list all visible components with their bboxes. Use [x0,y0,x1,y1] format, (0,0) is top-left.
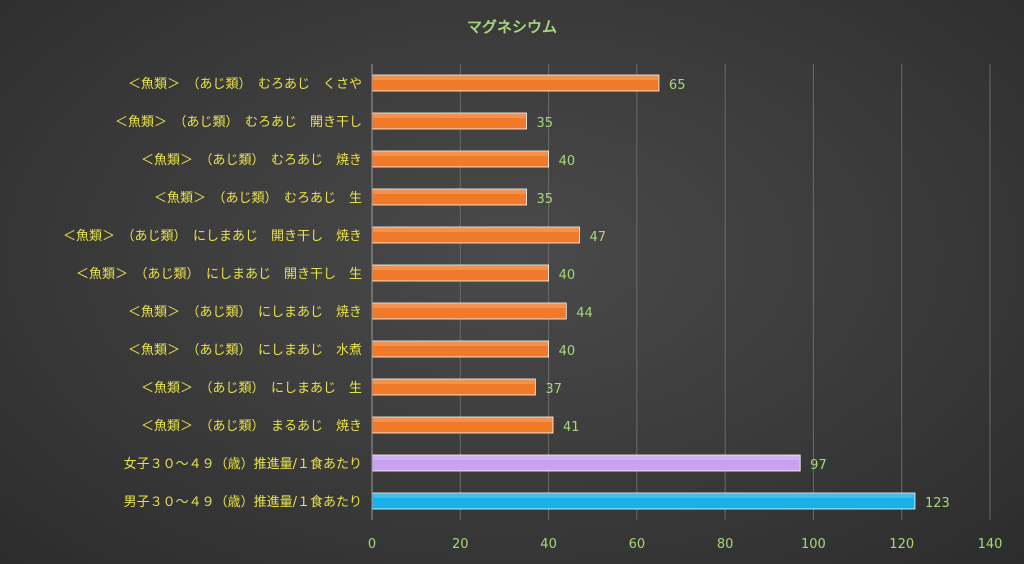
x-tick-label: 40 [540,537,557,552]
value-label: 40 [559,344,576,359]
category-label: ＜魚類＞ （あじ類） にしまあじ 水煮 [128,343,362,358]
x-tick-label: 60 [629,537,646,552]
bar-highlight [373,152,548,156]
value-label: 65 [669,78,686,93]
value-label: 37 [545,382,562,397]
x-tick-label: 140 [978,537,1003,552]
bar-highlight [373,494,914,498]
value-label: 97 [810,458,827,473]
bar-highlight [373,304,566,308]
category-label: ＜魚類＞ （あじ類） にしまあじ 開き干し 生 [76,267,362,282]
category-label: ＜魚類＞ （あじ類） むろあじ 焼き [141,153,362,168]
category-label: ＜魚類＞ （あじ類） むろあじ 開き干し [115,115,362,130]
x-tick-label: 120 [889,537,914,552]
x-tick-label: 100 [801,537,826,552]
bar-highlight [373,456,800,460]
x-tick-label: 0 [368,537,376,552]
category-label: 男子３０～４９（歳）推進量/１食あたり [124,494,362,510]
value-label: 40 [559,268,576,283]
value-label: 41 [563,420,580,435]
category-label: ＜魚類＞ （あじ類） まるあじ 焼き [141,419,362,434]
gridlines [459,64,991,520]
value-label: 123 [925,496,950,511]
category-labels: ＜魚類＞ （あじ類） むろあじ くさや ＜魚類＞ （あじ類） むろあじ 開き干し ＜… [63,77,362,510]
bar-highlight [373,342,548,346]
x-tick-label: 80 [717,537,734,552]
category-label: ＜魚類＞ （あじ類） にしまあじ 開き干し 焼き [63,229,362,244]
category-label: 女子３０～４９（歳）推進量/１食あたり [124,456,362,472]
bar-highlight [373,228,579,232]
value-label: 35 [537,116,554,131]
chart-title: マグネシウム [467,18,557,36]
bar-highlight [373,190,526,194]
category-label: ＜魚類＞ （あじ類） むろあじ くさや [128,77,362,92]
category-label: ＜魚類＞ （あじ類） にしまあじ 焼き [128,305,362,320]
bar-highlight [373,76,658,80]
value-labels: 65 35 40 35 47 40 44 40 37 41 97 123 [537,78,950,511]
value-label: 47 [589,230,606,245]
x-tick-label: 20 [452,537,469,552]
value-label: 44 [576,306,593,321]
bars [371,74,916,510]
bar-highlight [373,266,548,270]
value-label: 40 [559,154,576,169]
bar-highlight [373,114,526,118]
bar-highlight [373,418,552,422]
bar-highlight [373,380,535,384]
value-label: 35 [537,192,554,207]
x-axis-ticks: 0 20 40 60 80 100 120 140 [368,537,1003,552]
category-label: ＜魚類＞ （あじ類） にしまあじ 生 [141,381,362,396]
category-label: ＜魚類＞ （あじ類） むろあじ 生 [154,191,362,206]
